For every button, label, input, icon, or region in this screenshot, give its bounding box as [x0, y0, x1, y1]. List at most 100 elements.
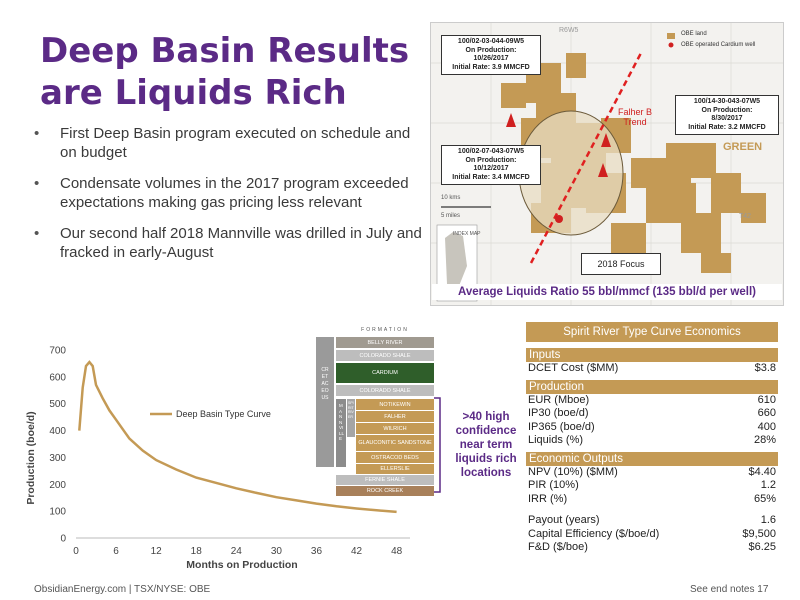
scale-mi: 5 miles [441, 213, 461, 219]
x-tick-label: 42 [351, 546, 363, 557]
row-value: $6.25 [748, 541, 776, 553]
cretaceous-band [316, 337, 334, 467]
x-tick-label: 18 [191, 546, 203, 557]
row-label: IP30 (boe/d) [528, 407, 589, 419]
formation-layer: GLAUCONITIC SANDSTONE [356, 435, 434, 451]
row-value: 610 [757, 393, 776, 406]
row-value: $4.40 [748, 465, 776, 478]
row-label: NPV (10%) ($MM) [528, 465, 618, 478]
outputs2-rows: Payout (years) 1.6 Capital Efficiency ($/b… [526, 514, 778, 555]
chart-series [78, 360, 397, 514]
formation-layer: WILRICH [356, 423, 434, 434]
scale-km: 10 kms [441, 195, 461, 201]
y-tick-label: 300 [49, 453, 66, 464]
row-label: DCET Cost ($MM) [528, 362, 619, 374]
liquids-ratio-banner: Average Liquids Ratio 55 bbl/mmcf (135 b… [432, 284, 782, 300]
well-callout: 100/02-07-043-07W5 On Production: 10/12/… [441, 145, 541, 185]
y-tick-label: 400 [49, 426, 66, 437]
formation-layer: COLORADO SHALE [336, 385, 434, 396]
series-line [78, 360, 397, 514]
economics-row: EUR (Mboe) 610 [526, 394, 778, 408]
y-tick-label: 600 [49, 372, 66, 383]
row-label: Capital Efficiency ($/boe/d) [528, 527, 660, 540]
legend-land-swatch [667, 33, 675, 39]
well-icon [598, 163, 608, 177]
fairway-label-line: Trend [623, 117, 647, 127]
bullet-item: First Deep Basin program executed on sch… [34, 124, 424, 162]
row-label: Liquids (%) [528, 434, 584, 446]
well-icon [506, 113, 516, 127]
well-date: 10/12/2017 [473, 165, 509, 172]
row-label: IP365 (boe/d) [528, 420, 595, 433]
economics-row: IP30 (boe/d) 660 [526, 407, 778, 421]
well-markers [506, 113, 611, 223]
mannville-band [336, 399, 346, 467]
formation-layer: CARDIUM [336, 363, 434, 383]
y-tick-label: 700 [49, 346, 66, 357]
bullet-list: First Deep Basin program executed on sch… [34, 124, 424, 274]
well-rate: Initial Rate: 3.4 MMCFD [452, 173, 530, 181]
formation-column: FORMATION CRETACEOUS MANNVILLE SPIRIT RI… [316, 327, 440, 497]
x-tick-label: 30 [271, 546, 283, 557]
formation-layer: FALHER [356, 411, 434, 422]
row-label: PIR (10%) [528, 479, 579, 491]
index-map-shape [445, 232, 467, 286]
township-label: T42 [739, 213, 752, 220]
production-header: Production [526, 379, 778, 394]
locations-callout: >40 high confidence near term liquids ri… [455, 411, 517, 479]
row-value: 660 [757, 407, 776, 419]
formation-layer: COLORADO SHALE [336, 350, 434, 361]
x-tick-label: 24 [231, 546, 243, 557]
economics-row: Payout (years) 1.6 [526, 514, 778, 528]
legend-well: OBE operated Cardium well [681, 42, 756, 48]
formation-layer: ELLERSLIE [356, 464, 434, 474]
legend-land: OBE land [681, 31, 707, 37]
index-map-label: INDEX MAP [453, 231, 481, 237]
x-tick-label: 6 [113, 546, 119, 557]
map-graphic [431, 23, 783, 305]
fairway-label-line: Falher B [618, 107, 653, 117]
y-tick-label: 200 [49, 480, 66, 491]
fairway-label: Falher B Trend [618, 107, 652, 127]
footer: ObsidianEnergy.com | TSX/NYSE: OBE [34, 584, 211, 595]
well-id: 100/14-30-043-07W5 [693, 98, 761, 105]
row-label: Payout (years) [528, 514, 600, 526]
x-tick-label: 48 [391, 546, 403, 557]
row-value: 400 [757, 420, 776, 433]
outputs-rows: NPV (10%) ($MM) $4.40 PIR (10%) 1.2 IRR (%) 6… [526, 466, 778, 507]
legend-label: Deep Basin Type Curve [176, 409, 271, 419]
row-value: $9,500 [742, 527, 776, 540]
chart-ticks: 0 6 12 18 24 30 36 42 48 0 100 200 300 400 500 600 700 [49, 346, 402, 558]
y-axis-label: Production (boe/d) [25, 411, 37, 504]
row-value: 65% [753, 492, 776, 505]
well-rate: Initial Rate: 3.2 MMCFD [688, 123, 766, 131]
spirit-river-label: SPIRIT RIVER [348, 401, 354, 419]
footer-page: See end notes 17 [690, 584, 769, 595]
economics-row: Capital Efficiency ($/boe/d) $9,500 [526, 528, 778, 542]
x-axis-label: Months on Production [186, 559, 297, 571]
x-tick-label: 36 [311, 546, 323, 557]
well-rate: Initial Rate: 3.9 MMCFD [452, 63, 530, 71]
formation-layer: ROCK CREEK [336, 486, 434, 496]
focus-label: 2018 Focus [581, 253, 661, 275]
row-label: F&D ($/boe) [528, 541, 588, 553]
economics-row: PIR (10%) 1.2 [526, 479, 778, 493]
legend-well-swatch [668, 42, 674, 48]
title-line-1: Deep Basin Results [40, 31, 410, 71]
area-label: GREEN [723, 141, 763, 153]
range-label: R6W5 [559, 27, 579, 34]
type-curve-chart: 0 6 12 18 24 30 36 42 48 0 100 200 300 400 500 600 700 M… [25, 346, 410, 571]
well-date: 10/26/2017 [473, 55, 509, 62]
cretaceous-label: CRETACEOUS [321, 367, 329, 401]
economics-title: Spirit River Type Curve Economics [526, 322, 778, 342]
bullet-item: Condensate volumes in the 2017 program e… [34, 174, 424, 212]
bullet-item: Our second half 2018 Mannville was drill… [34, 224, 424, 262]
economics-row: NPV (10%) ($MM) $4.40 [526, 466, 778, 480]
formation-header: FORMATION [361, 327, 409, 333]
economics-row: Liquids (%) 28% [526, 434, 778, 448]
inputs-rows: DCET Cost ($MM) $3.8 [526, 362, 778, 376]
page-title: Deep Basin Results are Liquids Rich [40, 30, 420, 114]
mannville-label: MANNVILLE [339, 403, 345, 441]
y-tick-label: 0 [60, 534, 66, 545]
inputs-header: Inputs [526, 348, 778, 362]
